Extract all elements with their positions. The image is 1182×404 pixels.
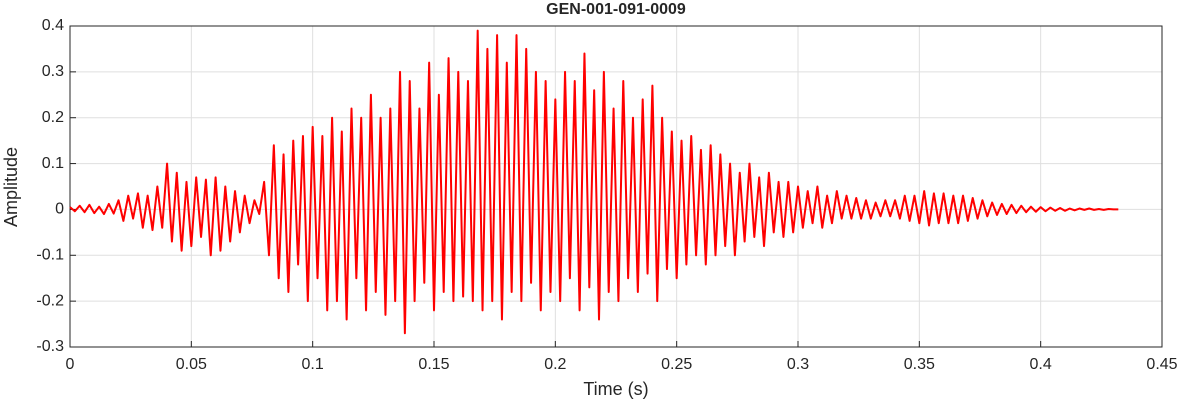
- x-tick-label: 0.35: [904, 356, 935, 373]
- y-tick-label: 0.3: [42, 63, 64, 80]
- chart-title: GEN-001-091-0009: [546, 1, 686, 18]
- x-tick-label: 0.05: [176, 356, 207, 373]
- x-tick-label: 0: [66, 356, 75, 373]
- y-axis-label: Amplitude: [1, 147, 21, 227]
- y-tick-label: -0.2: [36, 292, 64, 309]
- x-tick-label: 0.2: [544, 356, 566, 373]
- y-tick-label: 0.2: [42, 109, 64, 126]
- y-tick-label: 0.1: [42, 155, 64, 172]
- x-tick-label: 0.25: [661, 356, 692, 373]
- x-tick-label: 0.15: [418, 356, 449, 373]
- waveform-line: [69, 29, 1119, 335]
- y-tick-label: -0.1: [36, 247, 64, 264]
- y-tick-label: 0: [55, 201, 64, 218]
- x-tick-label: 0.4: [1030, 356, 1052, 373]
- y-tick-label: 0.4: [42, 17, 64, 34]
- y-tick-label: -0.3: [36, 338, 64, 355]
- plot-frame: [69, 25, 1163, 348]
- x-tick-label: 0.1: [302, 356, 324, 373]
- x-tick-label: 0.45: [1146, 356, 1177, 373]
- x-axis-label: Time (s): [583, 379, 648, 399]
- x-tick-label: 0.3: [787, 356, 809, 373]
